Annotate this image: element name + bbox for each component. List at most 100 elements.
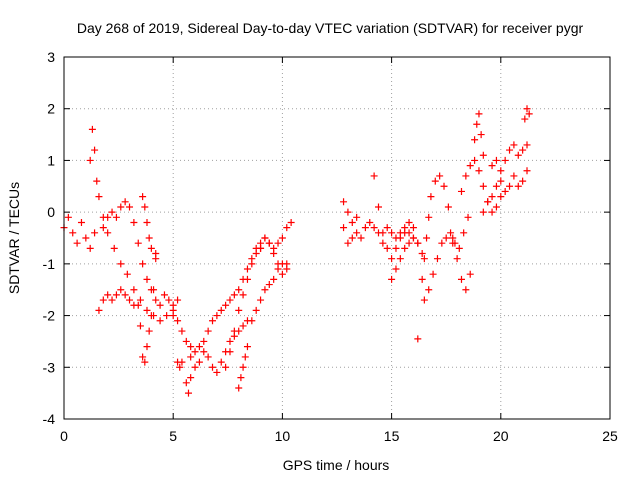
data-point bbox=[174, 317, 182, 325]
data-point bbox=[497, 193, 505, 201]
data-point bbox=[99, 296, 107, 304]
x-tick-label: 0 bbox=[60, 428, 68, 444]
data-point bbox=[134, 301, 142, 309]
data-point bbox=[344, 208, 352, 216]
data-point bbox=[449, 239, 457, 247]
data-point bbox=[265, 281, 273, 289]
plot-frame bbox=[63, 56, 611, 420]
data-point bbox=[510, 141, 518, 149]
data-point bbox=[519, 146, 527, 154]
data-point bbox=[239, 291, 247, 299]
data-point bbox=[217, 358, 225, 366]
data-point bbox=[455, 244, 463, 252]
x-axis-label: GPS time / hours bbox=[283, 457, 390, 473]
data-point bbox=[501, 156, 509, 164]
data-point bbox=[462, 172, 470, 180]
data-point bbox=[152, 255, 160, 263]
y-tick-label: -4 bbox=[43, 411, 56, 427]
data-point bbox=[274, 260, 282, 268]
data-point bbox=[239, 322, 247, 330]
data-point bbox=[514, 151, 522, 159]
data-point bbox=[444, 203, 452, 211]
data-point bbox=[163, 312, 171, 320]
data-point bbox=[95, 306, 103, 314]
data-point bbox=[184, 389, 192, 397]
data-point bbox=[235, 306, 243, 314]
data-point bbox=[145, 234, 153, 242]
data-point bbox=[121, 198, 129, 206]
data-point bbox=[69, 229, 77, 237]
data-point bbox=[191, 348, 199, 356]
data-point bbox=[488, 208, 496, 216]
data-point bbox=[126, 296, 134, 304]
data-point bbox=[213, 312, 221, 320]
data-point bbox=[235, 286, 243, 294]
data-point bbox=[425, 286, 433, 294]
data-point bbox=[226, 296, 234, 304]
data-point bbox=[453, 255, 461, 263]
data-point bbox=[108, 296, 116, 304]
data-point bbox=[126, 203, 134, 211]
y-axis-label: SDTVAR / TECUs bbox=[6, 182, 22, 294]
data-point bbox=[257, 244, 265, 252]
data-point bbox=[379, 229, 387, 237]
y-tick-label: 2 bbox=[47, 101, 55, 117]
data-point bbox=[340, 198, 348, 206]
data-point bbox=[178, 327, 186, 335]
data-point bbox=[209, 363, 217, 371]
data-point bbox=[145, 327, 153, 335]
data-point bbox=[283, 265, 291, 273]
data-point bbox=[440, 182, 448, 190]
data-point bbox=[182, 379, 190, 387]
data-point bbox=[182, 337, 190, 345]
x-tick-label: 5 bbox=[169, 428, 177, 444]
y-tick-label: 3 bbox=[47, 49, 55, 65]
data-point bbox=[169, 301, 177, 309]
data-point bbox=[479, 208, 487, 216]
data-point bbox=[191, 363, 199, 371]
data-point bbox=[86, 156, 94, 164]
data-point bbox=[383, 244, 391, 252]
data-point bbox=[370, 224, 378, 232]
data-point bbox=[425, 213, 433, 221]
data-point bbox=[460, 229, 468, 237]
data-point bbox=[501, 187, 509, 195]
data-point bbox=[405, 239, 413, 247]
x-axis-ticks: 0 5 10 15 20 25 bbox=[60, 57, 618, 444]
data-point bbox=[112, 213, 120, 221]
data-point bbox=[519, 177, 527, 185]
data-point bbox=[401, 244, 409, 252]
data-point bbox=[156, 301, 164, 309]
data-point bbox=[438, 239, 446, 247]
data-point bbox=[344, 239, 352, 247]
data-point bbox=[488, 162, 496, 170]
data-point bbox=[200, 337, 208, 345]
data-point bbox=[265, 239, 273, 247]
data-point bbox=[418, 250, 426, 258]
data-point bbox=[429, 270, 437, 278]
data-point bbox=[187, 374, 195, 382]
data-point bbox=[409, 234, 417, 242]
data-point bbox=[514, 182, 522, 190]
data-point bbox=[104, 229, 112, 237]
data-point bbox=[165, 296, 173, 304]
data-point bbox=[475, 167, 483, 175]
data-point bbox=[479, 151, 487, 159]
data-point bbox=[152, 296, 160, 304]
data-point bbox=[436, 172, 444, 180]
data-point bbox=[204, 353, 212, 361]
data-point bbox=[431, 177, 439, 185]
data-point bbox=[123, 270, 131, 278]
data-point bbox=[525, 110, 533, 118]
data-point bbox=[492, 203, 500, 211]
data-point bbox=[178, 358, 186, 366]
data-point bbox=[287, 218, 295, 226]
data-point bbox=[139, 193, 147, 201]
y-tick-label: -3 bbox=[43, 359, 56, 375]
data-point bbox=[523, 105, 531, 113]
data-point bbox=[143, 343, 151, 351]
data-point bbox=[278, 270, 286, 278]
data-point bbox=[139, 353, 147, 361]
data-point bbox=[477, 131, 485, 139]
data-point bbox=[270, 250, 278, 258]
